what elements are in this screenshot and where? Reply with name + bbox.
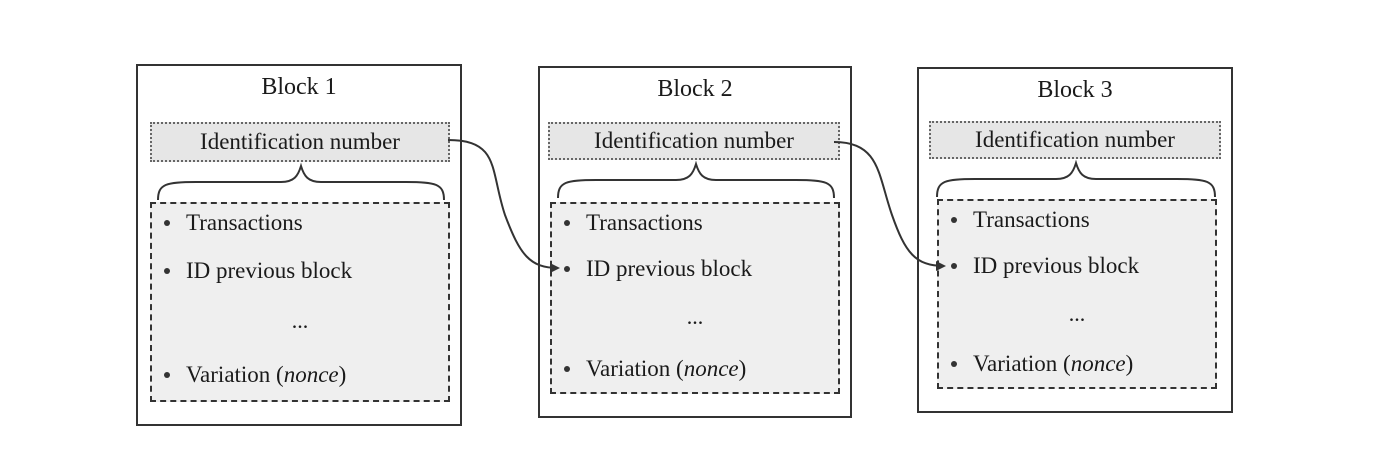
block-2-item-variation: Variation (nonce) — [564, 356, 746, 382]
bullet — [951, 217, 957, 223]
block-2: Block 2 Identification number Transactio… — [538, 66, 852, 418]
bullet — [564, 366, 570, 372]
block-1-brace — [157, 162, 445, 201]
block-1-item-previous-id: ID previous block — [164, 258, 352, 284]
block-1-contents: Transactions ID previous block ... Varia… — [150, 202, 450, 402]
block-2-brace — [557, 160, 835, 199]
block-2-title: Block 2 — [657, 76, 733, 102]
bullet — [564, 220, 570, 226]
block-1-id-number: Identification number — [150, 122, 450, 162]
block-3-contents: Transactions ID previous block ... Varia… — [937, 199, 1217, 389]
block-1-item-variation: Variation (nonce) — [164, 362, 346, 388]
block-2-item-transactions: Transactions — [564, 210, 703, 236]
bullet — [951, 263, 957, 269]
block-3-ellipsis: ... — [1068, 301, 1086, 326]
block-3-id-number: Identification number — [929, 121, 1221, 159]
block-3-item-previous-id: ID previous block — [951, 253, 1139, 279]
bullet — [164, 220, 170, 226]
block-1-item-transactions: Transactions — [164, 210, 303, 236]
block-1: Block 1 Identification number Transactio… — [136, 64, 462, 426]
block-2-contents: Transactions ID previous block ... Varia… — [550, 202, 840, 394]
block-2-item-previous-id: ID previous block — [564, 256, 752, 282]
block-3-title: Block 3 — [1037, 77, 1113, 103]
block-3-item-variation: Variation (nonce) — [951, 351, 1133, 377]
block-1-ellipsis: ... — [291, 308, 309, 333]
block-3-item-transactions: Transactions — [951, 207, 1090, 233]
bullet — [951, 361, 957, 367]
bullet — [164, 268, 170, 274]
block-1-title: Block 1 — [261, 74, 337, 100]
block-3: Block 3 Identification number Transactio… — [917, 67, 1233, 413]
block-3-brace — [936, 159, 1216, 198]
block-2-id-number: Identification number — [548, 122, 840, 160]
bullet — [164, 372, 170, 378]
bullet — [564, 266, 570, 272]
block-2-ellipsis: ... — [686, 304, 704, 329]
